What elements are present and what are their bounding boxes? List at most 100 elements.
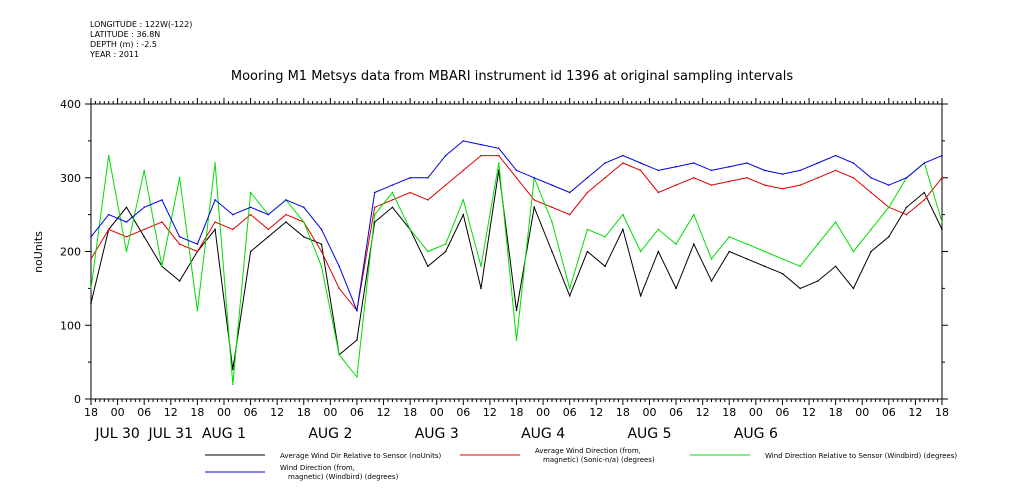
series-4-point	[196, 243, 199, 245]
series-3-point	[639, 250, 642, 253]
series-4-point	[763, 169, 766, 172]
series-3-point	[515, 339, 518, 341]
series-line-3	[90, 155, 943, 385]
x-tick-label: 00	[536, 406, 550, 419]
y-tick-label: 300	[60, 172, 81, 185]
series-2-point	[444, 184, 447, 186]
series-2-point	[657, 191, 660, 194]
series-4-point	[639, 162, 642, 164]
series-1-point	[888, 235, 890, 238]
series-1-point	[533, 206, 536, 209]
x-tick-label: 18	[722, 406, 736, 419]
series-4-point	[692, 162, 695, 164]
x-tick-label: 06	[775, 406, 789, 419]
series-2-point	[125, 235, 128, 238]
x-tick-label: 00	[749, 406, 763, 419]
series-2-point	[497, 154, 500, 157]
series-3-point	[302, 221, 305, 223]
series-2-point	[834, 169, 837, 172]
x-tick-label: 06	[882, 406, 896, 419]
series-4-point	[90, 235, 92, 238]
series-2-point	[480, 154, 482, 157]
legend-label-1: Average Wind Dir Relative to Sensor (noU…	[280, 452, 441, 460]
x-tick-label: 06	[137, 406, 151, 419]
series-1-point	[462, 213, 465, 216]
series-2-point	[338, 287, 341, 290]
series-1-point	[604, 265, 606, 268]
series-4-point	[746, 162, 748, 164]
series-2-point	[90, 258, 92, 260]
series-1-point	[799, 287, 801, 290]
x-tick-label: 00	[111, 406, 125, 419]
x-tick-label: 12	[589, 406, 603, 419]
series-4-point	[923, 162, 926, 164]
series-3-point	[675, 243, 677, 245]
series-3-point	[657, 228, 660, 231]
series-4-point	[781, 173, 784, 175]
series-2-point	[551, 206, 553, 209]
date-label: JUL 31	[148, 426, 193, 442]
series-1-point	[480, 287, 482, 290]
series-2-point	[285, 213, 287, 216]
series-4-point	[799, 169, 801, 172]
series-4-point	[834, 154, 837, 157]
x-tick-label: 12	[802, 406, 816, 419]
series-1-point	[125, 206, 128, 209]
series-2-point	[870, 191, 872, 194]
series-3-point	[391, 191, 394, 194]
series-2-point	[249, 213, 252, 216]
series-3-point	[427, 250, 429, 253]
series-3-point	[107, 154, 110, 157]
series-1-point	[249, 250, 252, 253]
series-1-point	[214, 228, 216, 231]
series-3-point	[746, 243, 748, 245]
series-4-point	[941, 154, 943, 157]
series-3-point	[373, 213, 376, 216]
series-4-point	[870, 176, 872, 179]
series-4-point	[409, 176, 411, 179]
year-label: YEAR : 2011	[90, 50, 140, 59]
series-1-point	[728, 250, 731, 253]
series-4-point	[852, 162, 855, 164]
date-label: JUL 30	[94, 426, 139, 442]
series-4-point	[232, 213, 234, 216]
x-tick-label: 18	[297, 406, 311, 419]
series-1-point	[356, 339, 358, 341]
date-label: AUG 5	[627, 426, 671, 442]
x-tick-label: 00	[217, 406, 231, 419]
series-4-point	[515, 169, 518, 172]
y-tick-label: 400	[60, 98, 81, 111]
series-4-point	[905, 176, 908, 179]
series-2-point	[143, 228, 145, 231]
series-2-point	[196, 250, 199, 253]
series-4-point	[320, 228, 323, 231]
series-3-point	[551, 221, 553, 223]
series-4-point	[533, 176, 536, 179]
series-2-point	[515, 176, 518, 179]
series-4-point	[427, 176, 429, 179]
series-1-point	[923, 191, 926, 194]
series-4-point	[161, 199, 163, 201]
latitude-label: LATITUDE : 36.8N	[90, 30, 161, 39]
x-tick-label: 00	[430, 406, 444, 419]
series-2-point	[639, 169, 642, 172]
series-2-point	[852, 176, 855, 179]
series-2-point	[533, 199, 536, 201]
series-3-point	[604, 235, 606, 238]
legend-label-4: Wind Direction (from,	[280, 464, 355, 472]
series-1-point	[941, 228, 943, 231]
series-4-point	[586, 176, 589, 179]
series-1-point	[746, 258, 748, 260]
series-3-point	[409, 228, 411, 231]
series-4-point	[391, 184, 394, 186]
series-2-point	[675, 184, 677, 186]
series-2-point	[586, 191, 589, 194]
series-4-point	[285, 199, 287, 201]
series-1-point	[834, 265, 837, 268]
series-4-point	[675, 165, 677, 168]
series-4-point	[622, 154, 624, 157]
series-1-point	[444, 250, 447, 253]
x-tick-label: 18	[616, 406, 630, 419]
x-tick-label: 18	[190, 406, 204, 419]
